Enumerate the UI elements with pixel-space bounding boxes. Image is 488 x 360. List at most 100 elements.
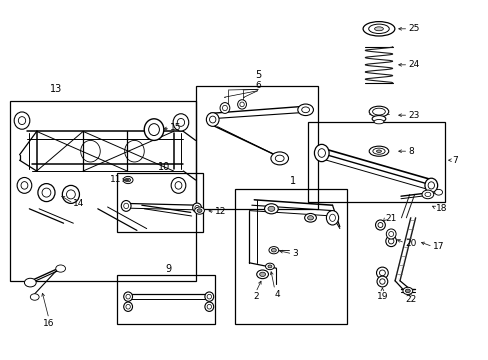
Text: 7: 7 xyxy=(451,156,457,165)
Circle shape xyxy=(270,152,288,165)
Ellipse shape xyxy=(368,106,388,117)
Text: 11: 11 xyxy=(109,175,121,184)
Ellipse shape xyxy=(209,116,215,123)
Circle shape xyxy=(194,207,204,214)
Ellipse shape xyxy=(388,231,393,237)
Circle shape xyxy=(125,178,130,182)
Bar xyxy=(10,101,195,281)
Ellipse shape xyxy=(144,119,163,140)
Circle shape xyxy=(30,294,39,300)
Bar xyxy=(307,122,444,202)
Ellipse shape xyxy=(326,211,338,225)
Text: 24: 24 xyxy=(407,60,419,69)
Circle shape xyxy=(256,270,268,279)
Ellipse shape xyxy=(371,116,385,122)
Ellipse shape xyxy=(123,302,132,311)
Text: 8: 8 xyxy=(407,147,413,156)
Ellipse shape xyxy=(362,22,394,36)
Text: 25: 25 xyxy=(407,24,419,33)
Ellipse shape xyxy=(372,148,385,154)
Ellipse shape xyxy=(222,105,227,111)
Circle shape xyxy=(434,189,442,195)
Bar xyxy=(195,86,317,209)
Text: 22: 22 xyxy=(404,295,416,304)
Circle shape xyxy=(268,247,278,254)
Ellipse shape xyxy=(374,27,383,31)
Text: 13: 13 xyxy=(50,84,62,94)
Ellipse shape xyxy=(192,203,201,212)
Ellipse shape xyxy=(379,270,385,276)
Circle shape xyxy=(271,248,276,252)
Text: 4: 4 xyxy=(274,290,280,299)
Circle shape xyxy=(421,190,433,199)
Circle shape xyxy=(265,263,274,270)
Text: 17: 17 xyxy=(432,242,444,251)
Circle shape xyxy=(56,265,65,272)
Ellipse shape xyxy=(42,188,51,197)
Text: 1: 1 xyxy=(290,176,296,186)
Ellipse shape xyxy=(171,177,185,193)
Circle shape xyxy=(402,287,412,294)
Text: 10: 10 xyxy=(157,162,170,172)
Ellipse shape xyxy=(14,112,30,129)
Ellipse shape xyxy=(121,201,131,211)
Text: 12: 12 xyxy=(215,207,226,216)
Circle shape xyxy=(297,104,313,116)
Circle shape xyxy=(267,265,271,268)
Circle shape xyxy=(267,206,274,211)
Circle shape xyxy=(405,289,409,293)
Ellipse shape xyxy=(206,113,219,126)
Text: 9: 9 xyxy=(165,264,171,274)
Circle shape xyxy=(424,192,430,197)
Ellipse shape xyxy=(387,238,393,244)
Text: 21: 21 xyxy=(385,214,396,223)
Ellipse shape xyxy=(314,144,328,162)
Ellipse shape xyxy=(38,184,55,202)
Text: 6: 6 xyxy=(255,81,261,90)
Ellipse shape xyxy=(204,292,213,301)
Ellipse shape xyxy=(148,123,159,135)
Circle shape xyxy=(301,107,309,113)
Ellipse shape xyxy=(424,178,437,193)
Ellipse shape xyxy=(376,150,381,153)
Ellipse shape xyxy=(377,222,382,228)
Text: 15: 15 xyxy=(170,123,182,132)
Ellipse shape xyxy=(239,102,244,107)
Ellipse shape xyxy=(207,305,211,309)
Ellipse shape xyxy=(123,292,132,301)
Text: 5: 5 xyxy=(255,70,261,80)
Ellipse shape xyxy=(21,181,28,189)
Text: 23: 23 xyxy=(407,111,419,120)
Ellipse shape xyxy=(204,302,213,311)
Ellipse shape xyxy=(375,220,385,230)
Ellipse shape xyxy=(17,177,32,193)
Text: 18: 18 xyxy=(435,204,447,212)
Circle shape xyxy=(275,155,284,162)
Ellipse shape xyxy=(329,214,335,221)
Bar xyxy=(234,189,346,324)
Circle shape xyxy=(307,216,313,220)
Circle shape xyxy=(24,278,36,287)
Ellipse shape xyxy=(237,100,246,109)
Circle shape xyxy=(264,204,278,214)
Ellipse shape xyxy=(386,229,395,239)
Ellipse shape xyxy=(379,279,385,284)
Text: 3: 3 xyxy=(292,249,298,258)
Circle shape xyxy=(123,176,133,184)
Circle shape xyxy=(259,272,265,276)
Ellipse shape xyxy=(126,294,130,299)
Ellipse shape xyxy=(376,267,387,279)
Ellipse shape xyxy=(66,190,75,199)
Ellipse shape xyxy=(376,276,387,287)
Ellipse shape xyxy=(373,120,383,124)
Ellipse shape xyxy=(123,203,128,209)
Ellipse shape xyxy=(18,117,25,125)
Ellipse shape xyxy=(126,305,130,309)
Ellipse shape xyxy=(194,205,199,210)
Circle shape xyxy=(197,209,202,212)
Ellipse shape xyxy=(372,108,385,115)
Ellipse shape xyxy=(173,114,188,131)
Ellipse shape xyxy=(207,294,211,299)
Ellipse shape xyxy=(368,24,388,33)
Bar xyxy=(117,173,203,232)
